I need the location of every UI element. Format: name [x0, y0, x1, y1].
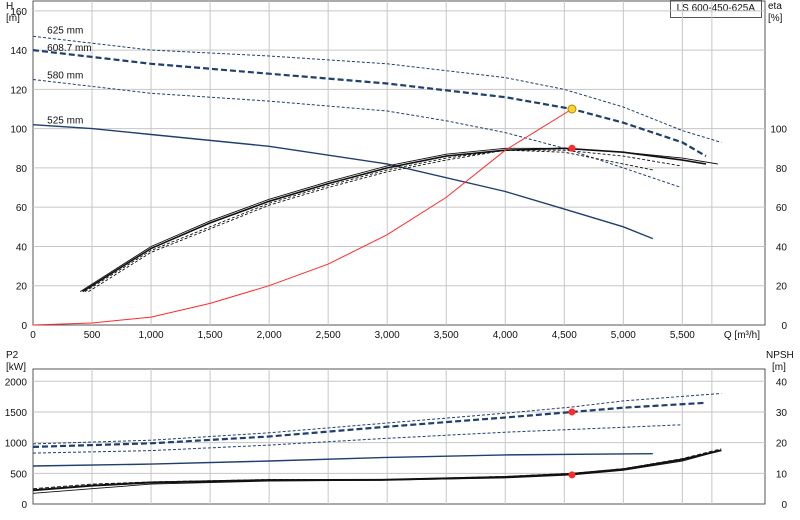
left-y-tick-label: 100: [10, 125, 27, 136]
left-y-tick-label: 500: [10, 469, 27, 480]
left-y-tick-label: 40: [16, 242, 28, 253]
right-y-tick-label: 20: [776, 282, 788, 293]
right-y-tick-label: 40: [776, 242, 788, 253]
right-y-tick-label: 80: [776, 164, 788, 175]
npsh-curve: [32, 449, 722, 492]
x-tick-label: 3,000: [375, 330, 400, 341]
efficiency-curve: [82, 147, 707, 293]
x-tick-label: 1,500: [198, 330, 223, 341]
left-y-tick-label: 2000: [5, 377, 28, 388]
head-axis-title: H: [6, 1, 13, 12]
left-y-tick-label: 140: [10, 46, 27, 57]
impeller-diameter-label: 608.7 mm: [47, 43, 91, 54]
efficiency-curve: [84, 149, 682, 292]
left-y-tick-label: 60: [16, 203, 28, 214]
head-curve: [32, 49, 707, 158]
right-y-tick-label: 60: [776, 203, 788, 214]
left-y-tick-label: 20: [16, 282, 28, 293]
power-curve: [32, 424, 682, 454]
left-y-tick-label: 80: [16, 164, 28, 175]
right-y-tick-label: 0: [781, 321, 787, 332]
x-tick-label: 0: [30, 330, 36, 341]
impeller-diameter-label: 580 mm: [47, 71, 83, 82]
left-y-tick-label: 0: [21, 500, 27, 511]
x-tick-label: 2,000: [257, 330, 282, 341]
npsh-curve: [32, 449, 722, 494]
power-curve: [32, 401, 707, 448]
duty-point-marker: [567, 104, 577, 114]
head-axis-unit: [m]: [6, 13, 20, 24]
power-axis-title: P2: [6, 350, 19, 361]
efficiency-curve: [88, 149, 653, 292]
eta-axis-unit: [%]: [768, 13, 783, 24]
power-axis-unit: [kW]: [6, 362, 26, 373]
npsh-axis-unit: [m]: [772, 362, 786, 373]
left-y-tick-label: 1500: [5, 408, 28, 419]
x-axis-label: Q [m³/h]: [724, 330, 760, 341]
left-y-tick-label: 1000: [5, 439, 28, 450]
x-tick-label: 5,000: [611, 330, 636, 341]
right-y-tick-label: 100: [770, 125, 787, 136]
power-curve: [32, 393, 722, 445]
head-curve: [32, 79, 682, 188]
left-y-tick-label: 0: [21, 321, 27, 332]
x-tick-label: 2,500: [316, 330, 341, 341]
x-tick-label: 5,500: [670, 330, 695, 341]
impeller-diameter-label: 525 mm: [47, 116, 83, 127]
x-tick-label: 4,000: [493, 330, 518, 341]
power-point-marker: [568, 408, 576, 416]
x-tick-label: 500: [84, 330, 101, 341]
right-y-tick-label: 0: [781, 500, 787, 511]
power-curve: [32, 453, 653, 467]
top-plot-frame: [32, 0, 766, 326]
x-tick-label: 4,500: [552, 330, 577, 341]
x-tick-label: 3,500: [434, 330, 459, 341]
left-y-tick-label: 160: [10, 7, 27, 18]
bottom-plot-frame: [32, 368, 766, 505]
npsh-axis-title: NPSH: [766, 350, 794, 361]
right-y-tick-label: 10: [776, 469, 788, 480]
right-y-tick-label: 20: [776, 439, 788, 450]
right-y-tick-label: 40: [776, 377, 788, 388]
npsh-point-marker: [568, 471, 576, 479]
efficiency-point-marker: [568, 144, 576, 152]
x-tick-label: 1,000: [139, 330, 164, 341]
eta-axis-title: eta: [768, 1, 782, 12]
impeller-diameter-label: 625 mm: [47, 25, 83, 36]
system-curve: [32, 108, 573, 326]
head-curve: [32, 124, 654, 240]
right-y-tick-label: 30: [776, 408, 788, 419]
left-y-tick-label: 120: [10, 85, 27, 96]
npsh-curve: [32, 448, 722, 490]
